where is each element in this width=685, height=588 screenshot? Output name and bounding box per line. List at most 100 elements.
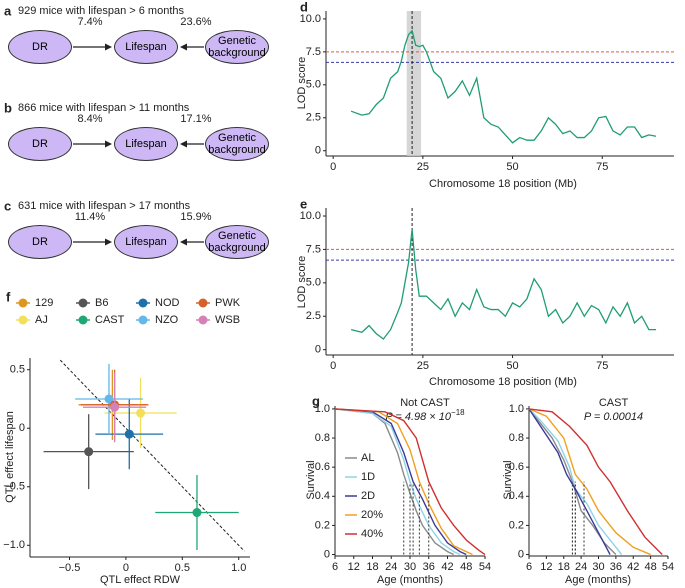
legend-label: 40%: [361, 528, 383, 540]
y-axis-label: LOD score: [296, 57, 308, 110]
x-tick-label: 24: [575, 561, 587, 573]
x-tick-label: 0: [123, 562, 129, 574]
y-tick-label: 10.0: [300, 210, 321, 222]
survival-curve: [528, 408, 663, 556]
point: [192, 508, 202, 518]
survival-curve: [334, 408, 467, 556]
node: DR: [8, 225, 72, 259]
point: [104, 394, 114, 404]
x-tick-label: 0.5: [175, 562, 190, 574]
x-tick-label: 48: [645, 561, 657, 573]
x-tick-label: 42: [627, 561, 639, 573]
legend-label: NOD: [155, 297, 180, 309]
legend-dot: [18, 315, 28, 325]
legend-label: CAST: [95, 314, 125, 326]
x-axis-label: Age (months): [377, 574, 443, 586]
y-tick-label: 2.5: [306, 310, 321, 322]
y-tick-label: −0.5: [3, 481, 25, 493]
legend-label: 1D: [361, 471, 375, 483]
survival-curve: [334, 408, 473, 556]
point: [136, 408, 146, 418]
y-tick-label: 0.6: [315, 461, 330, 473]
panel-letter: e: [300, 196, 307, 211]
legend-label: AL: [361, 452, 374, 464]
arrow-head: [180, 43, 187, 51]
arrow-head: [105, 140, 112, 148]
y-tick-label: 0: [315, 145, 321, 157]
y-tick-label: 0.8: [315, 432, 330, 444]
node: DR: [8, 127, 72, 161]
panel-title: Not CAST: [400, 397, 450, 409]
x-tick-label: 30: [592, 561, 604, 573]
node: Genetic background: [205, 30, 269, 64]
legend-label: 2D: [361, 490, 375, 502]
lod-line: [350, 229, 657, 340]
y-tick-label: 0.4: [315, 490, 330, 502]
survival-curve: [528, 408, 651, 556]
point: [124, 429, 134, 439]
node: Lifespan: [114, 30, 178, 64]
x-tick-label: 30: [404, 561, 416, 573]
panel-letter: g: [312, 393, 320, 408]
x-tick-label: 36: [423, 561, 435, 573]
p-value: P = 4.98 × 10−18: [385, 408, 465, 423]
x-axis-label: QTL effect RDW: [100, 574, 181, 586]
legend-label: AJ: [35, 314, 48, 326]
y-tick-label: 0.5: [10, 364, 25, 376]
y-axis-label: Survival: [502, 460, 514, 499]
legend-dot: [78, 315, 88, 325]
x-tick-label: 6: [332, 561, 338, 573]
x-tick-label: 18: [558, 561, 570, 573]
y-tick-label: 5.0: [306, 277, 321, 289]
x-tick-label: 0: [330, 161, 336, 173]
x-axis-label: Age (months): [565, 574, 631, 586]
arrow-head: [105, 43, 112, 51]
legend-dot: [18, 298, 28, 308]
p-value-exponent: −18: [451, 408, 465, 417]
x-tick-label: 12: [540, 561, 552, 573]
x-tick-label: 25: [417, 360, 429, 372]
node: Genetic background: [205, 225, 269, 259]
x-tick-label: 75: [596, 161, 608, 173]
y-tick-label: 0: [19, 422, 25, 434]
legend-dot: [138, 315, 148, 325]
x-tick-label: 0: [330, 360, 336, 372]
panel-letter: c: [4, 198, 11, 213]
y-tick-label: −1.0: [3, 539, 25, 551]
survival-curve: [334, 408, 461, 556]
x-tick-label: 50: [506, 360, 518, 372]
x-tick-label: 42: [441, 561, 453, 573]
p-value-text: P = 0.00014: [584, 411, 643, 423]
x-tick-label: 25: [417, 161, 429, 173]
x-tick-label: −0.5: [59, 562, 81, 574]
x-tick-label: 50: [506, 161, 518, 173]
x-axis-label: Chromosome 18 position (Mb): [429, 178, 577, 190]
legend-dot: [138, 298, 148, 308]
panel-letter: a: [4, 3, 12, 18]
legend-dot: [78, 298, 88, 308]
legend-label: WSB: [215, 314, 240, 326]
diagram-title: 631 mice with lifespan > 17 months: [18, 200, 191, 212]
panel-letter: f: [6, 289, 11, 304]
diagram-title: 866 mice with lifespan > 11 months: [18, 102, 190, 114]
node: Lifespan: [114, 127, 178, 161]
y-axis-label: LOD score: [296, 256, 308, 309]
diagram-title: 929 mice with lifespan > 6 months: [18, 5, 185, 17]
y-tick-label: 0.8: [509, 432, 524, 444]
x-tick-label: 54: [662, 561, 674, 573]
legend-label: NZO: [155, 314, 179, 326]
y-tick-label: 10.0: [300, 13, 321, 25]
edge-label: 23.6%: [180, 16, 211, 28]
y-tick-label: 7.5: [306, 243, 321, 255]
x-tick-label: 12: [348, 561, 360, 573]
reference-line: [59, 359, 245, 552]
y-axis-label: Survival: [305, 460, 317, 499]
y-tick-label: 0: [324, 548, 330, 560]
edge-label: 15.9%: [180, 211, 211, 223]
y-tick-label: 0.6: [509, 461, 524, 473]
arrow-head: [105, 238, 112, 246]
x-tick-label: 54: [479, 561, 491, 573]
legend-dot: [198, 315, 208, 325]
